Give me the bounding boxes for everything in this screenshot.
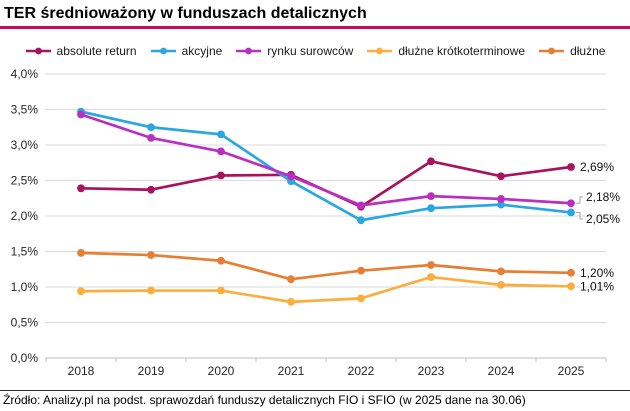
data-point: [357, 216, 365, 225]
data-point: [497, 280, 505, 289]
legend-label: absolute return: [56, 44, 137, 58]
data-point: [427, 204, 435, 213]
series-line-2: [79, 110, 573, 222]
data-point: [427, 192, 435, 201]
y-axis-tick-label: 2,5%: [11, 174, 39, 188]
data-point: [217, 130, 225, 139]
legend-item-1: absolute return: [25, 44, 137, 58]
data-point: [287, 275, 295, 284]
legend-marker-icon: [25, 47, 51, 55]
legend-item-5: dłużne: [538, 44, 605, 58]
data-point: [217, 256, 225, 265]
legend-item-4: dłużne krótkoterminowe: [366, 44, 525, 58]
legend-label: rynku surowców: [267, 44, 354, 58]
data-point: [147, 251, 155, 259]
label-leader-line: [576, 196, 583, 204]
ter-line-chart: 0,0% 0,5% 1,0% 1,5% 2,0% 2,5% 3,0% 3,5% 4,0% 2018…: [11, 67, 621, 378]
data-point: [217, 171, 225, 180]
chart-header: TER średnioważony w funduszach detaliczn…: [0, 0, 630, 29]
data-point: [497, 172, 505, 181]
data-point: [357, 266, 365, 275]
data-point: [147, 286, 155, 295]
x-axis-tick-label: 2022: [348, 364, 375, 378]
page-title: TER średnioważony w funduszach detaliczn…: [4, 5, 367, 22]
data-point: [567, 199, 575, 208]
x-axis-tick-label: 2018: [68, 364, 95, 378]
legend-marker-icon: [367, 47, 393, 55]
data-point: [357, 201, 365, 210]
y-axis-tick-label: 1,0%: [11, 280, 39, 294]
series-end-value-label: 1,01%: [580, 279, 614, 293]
x-axis-tick-label: 2024: [488, 364, 515, 378]
series-end-value-label: 2,69%: [580, 160, 614, 174]
data-point: [427, 157, 435, 166]
data-point: [497, 267, 505, 276]
x-axis-tick-label: 2023: [418, 364, 445, 378]
y-axis-tick-label: 3,5%: [11, 103, 39, 117]
series-line-3: [79, 113, 573, 207]
y-axis-tick-label: 0,5%: [11, 316, 39, 330]
series-end-value-label: 2,18%: [586, 190, 620, 204]
series-end-value-label: 1,20%: [580, 266, 614, 280]
data-point: [357, 294, 365, 303]
data-point: [567, 208, 575, 217]
data-point: [77, 184, 85, 193]
x-axis-tick-label: 2019: [138, 364, 165, 378]
legend-item-2: akcyjne: [150, 44, 223, 58]
data-point: [147, 134, 155, 142]
legend-label: akcyjne: [181, 44, 223, 58]
chart-area: 0,0% 0,5% 1,0% 1,5% 2,0% 2,5% 3,0% 3,5% 4,0% 2018…: [0, 64, 630, 384]
source-note: Źródło: Analizy.pl na podst. sprawozdań …: [3, 393, 526, 407]
legend-label: dłużne: [570, 44, 606, 58]
data-point: [147, 185, 155, 194]
y-axis-tick-label: 1,5%: [11, 245, 39, 259]
legend-label: dłużne krótkoterminowe: [398, 44, 526, 58]
data-point: [77, 249, 85, 257]
x-axis-tick-label: 2025: [558, 364, 585, 378]
x-axis-tick-label: 2021: [278, 364, 305, 378]
y-axis-tick-label: 2,0%: [11, 209, 39, 223]
data-point: [567, 282, 575, 291]
series-end-value-label: 2,05%: [586, 212, 620, 226]
data-point: [287, 172, 295, 181]
chart-footer: Źródło: Analizy.pl na podst. sprawozdań …: [0, 390, 630, 411]
y-axis-tick-label: 4,0%: [11, 67, 39, 81]
data-point: [567, 163, 575, 171]
series-line-5: [79, 251, 573, 281]
data-point: [77, 110, 85, 119]
data-point: [147, 123, 155, 132]
label-leader-line: [576, 211, 583, 220]
y-axis-tick-label: 3,0%: [11, 138, 39, 152]
title-underline: [0, 26, 630, 29]
y-axis-tick-label: 0,0%: [11, 351, 39, 365]
data-point: [287, 298, 295, 306]
data-point: [427, 273, 435, 281]
data-point: [77, 287, 85, 296]
legend-marker-icon: [236, 47, 262, 55]
data-point: [217, 286, 225, 295]
legend-marker-icon: [539, 47, 565, 55]
data-point: [427, 261, 435, 269]
chart-legend: absolute return akcyjne rynku surowców dłuż…: [0, 42, 630, 60]
series-line-4: [79, 275, 573, 304]
data-point: [497, 200, 505, 209]
legend-item-3: rynku surowców: [235, 44, 353, 58]
x-axis-tick-label: 2020: [208, 364, 235, 378]
data-point: [217, 147, 225, 156]
data-point: [567, 268, 575, 277]
data-point: [497, 195, 505, 203]
legend-marker-icon: [150, 47, 176, 55]
